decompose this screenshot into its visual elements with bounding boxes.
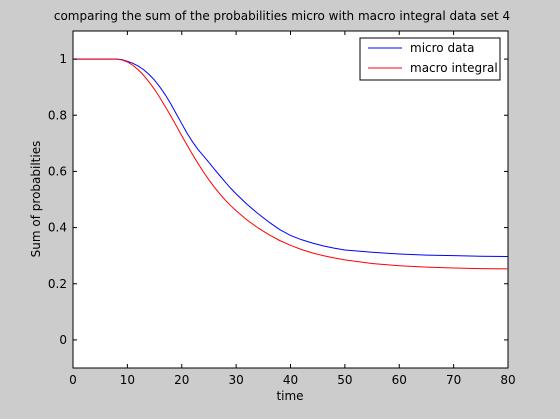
x-tick-label: 20	[174, 373, 189, 387]
x-tick-label: 10	[120, 373, 135, 387]
x-tick-label: 80	[500, 373, 515, 387]
x-tick-label: 40	[283, 373, 298, 387]
x-axis-label: time	[276, 389, 303, 403]
y-tick-label: 1	[59, 52, 67, 66]
x-tick-label: 50	[337, 373, 352, 387]
legend-label-macro-integral: macro integral	[410, 61, 498, 75]
y-tick-label: 0.8	[48, 108, 67, 122]
y-tick-label: 0.4	[48, 221, 67, 235]
y-tick-label: 0.6	[48, 164, 67, 178]
x-tick-label: 70	[446, 373, 461, 387]
x-tick-label: 0	[69, 373, 77, 387]
x-tick-label: 30	[228, 373, 243, 387]
legend-label-micro-data: micro data	[410, 41, 474, 55]
legend: micro data macro integral	[360, 38, 500, 80]
chart-title: comparing the sum of the probabilities m…	[54, 9, 510, 23]
x-tick-label: 60	[392, 373, 407, 387]
plot-area	[73, 31, 508, 368]
y-tick-label: 0.2	[48, 277, 67, 291]
y-tick-label: 0	[59, 333, 67, 347]
y-axis-label: Sum of probabilties	[29, 141, 43, 258]
